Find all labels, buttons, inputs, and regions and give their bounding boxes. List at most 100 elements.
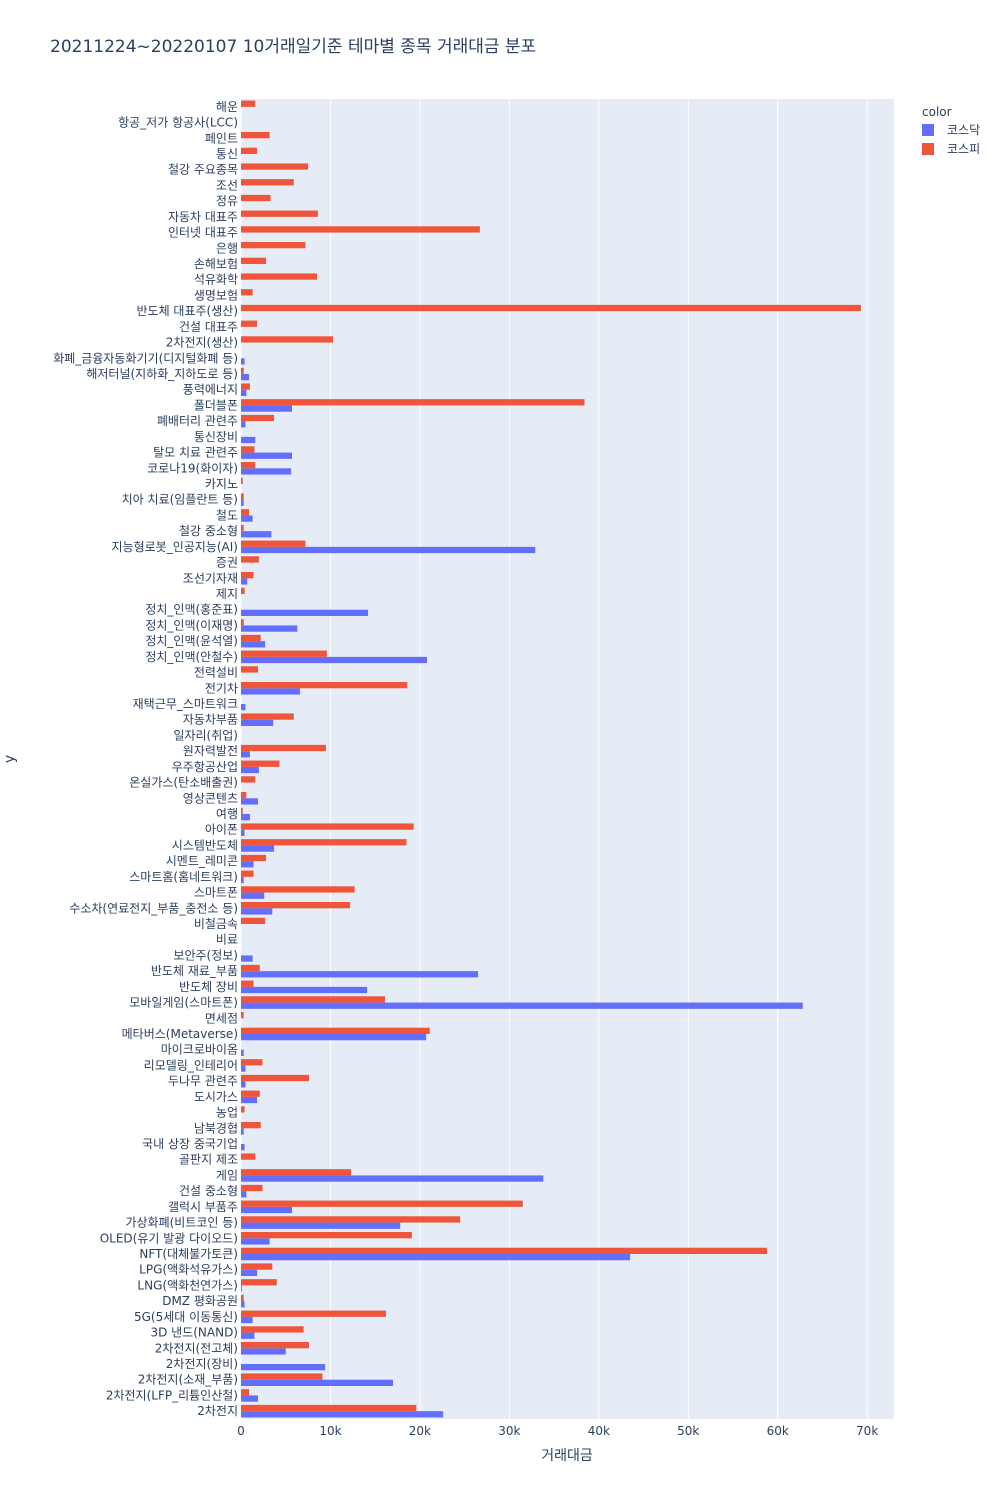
bar-kosdaq: [241, 1411, 444, 1418]
bar-kospi: [241, 1279, 277, 1286]
y-tick-label: 온실가스(탄소배출권): [129, 776, 238, 790]
y-tick-label: 정유: [216, 194, 238, 208]
bar-kosdaq: [241, 955, 253, 962]
y-tick-label: 반도체 재료_부품: [151, 964, 238, 978]
bar-group: [241, 100, 861, 1418]
bar-kospi: [241, 1294, 244, 1302]
bar-kospi: [241, 619, 244, 626]
y-tick-label: OLED(유기 발광 다이오드): [100, 1231, 238, 1245]
y-tick-label: LPG(액화석유가스): [139, 1263, 238, 1277]
bar-kospi: [241, 917, 266, 924]
bar-kospi: [241, 744, 326, 752]
bar-kospi: [241, 839, 407, 846]
bar-kosdaq: [241, 358, 245, 365]
x-tick-label: 50k: [677, 1424, 699, 1438]
bar-kospi: [241, 194, 271, 202]
bar-kospi: [241, 1122, 261, 1129]
bar-kospi: [241, 524, 244, 532]
bar-kosdaq: [241, 609, 369, 616]
y-tick-label: 게임: [216, 1168, 238, 1182]
bar-kosdaq: [241, 1301, 245, 1308]
bar-kospi: [241, 1389, 250, 1396]
y-tick-label: DMZ 평화공원: [162, 1294, 238, 1308]
y-tick-label: 2차전지(LFP_리튬인산철): [106, 1388, 238, 1402]
bar-kospi: [241, 1012, 244, 1019]
bar-kospi: [241, 493, 244, 500]
bar-kospi: [241, 100, 256, 107]
legend-swatch: [922, 124, 934, 136]
x-tick-labels: 0 10k 20k 30k 40k 50k 60k 70k: [237, 1424, 878, 1438]
bar-kosdaq: [241, 814, 250, 821]
bar-kosdaq: [241, 1096, 258, 1104]
bar-kospi: [241, 713, 294, 720]
bar-kosdaq: [241, 1049, 244, 1056]
y-tick-label: 풍력에너지: [183, 383, 238, 397]
y-tick-label: 페인트: [205, 131, 238, 145]
y-tick-label: 해저터널(지하화_지하도로 등): [86, 367, 238, 381]
bar-kospi: [241, 289, 253, 296]
y-tick-label: 마이크로바이옴: [161, 1043, 238, 1057]
bar-kosdaq: [241, 656, 428, 664]
bar-kosdaq: [241, 1269, 258, 1276]
bar-kospi: [241, 1216, 461, 1223]
y-tick-label: 제지: [216, 587, 238, 601]
y-tick-label: 정치_인맥(안철수): [145, 650, 238, 664]
bar-kospi: [241, 304, 861, 312]
y-tick-label: 두나무 관련주: [168, 1074, 238, 1088]
y-tick-label: 국내 상장 중국기업: [142, 1137, 238, 1151]
bar-kosdaq: [241, 405, 292, 412]
bar-kosdaq: [241, 845, 275, 852]
bar-kospi: [241, 273, 318, 280]
y-tick-label: 비료: [216, 933, 238, 947]
bar-kospi: [241, 1090, 260, 1097]
bar-kosdaq: [241, 1002, 803, 1009]
bar-kosdaq: [241, 892, 265, 899]
y-tick-label: 농업: [216, 1106, 238, 1120]
bar-kospi: [241, 964, 260, 972]
y-tick-label: 지능형로봇_인공지능(AI): [112, 540, 238, 554]
y-tick-label: 모바일게임(스마트폰): [129, 996, 238, 1010]
bar-kosdaq: [241, 546, 536, 554]
y-tick-label: 수소차(연료전지_부품_충전소 등): [69, 901, 238, 915]
bar-kospi: [241, 1184, 263, 1192]
y-tick-label: 비철금속: [194, 917, 238, 931]
y-tick-label: 반도체 대표주(생산): [137, 304, 239, 318]
bar-kospi: [241, 572, 254, 579]
bar-kospi: [241, 540, 306, 547]
y-tick-label: 조선기자재: [183, 571, 238, 585]
legend-title: color: [922, 105, 952, 119]
y-tick-label: 원자력발전: [183, 744, 238, 758]
y-tick-label: 정치_인맥(이재명): [145, 618, 238, 632]
bar-kospi: [241, 682, 408, 689]
y-tick-label: 폴더블폰: [194, 398, 238, 412]
bar-kospi: [241, 226, 480, 233]
y-tick-label: 은행: [216, 240, 238, 255]
y-tick-label: 정치_인맥(홍준표): [145, 603, 238, 617]
bar-kospi: [241, 446, 255, 453]
bar-kosdaq: [241, 1395, 258, 1402]
y-tick-label: 아이폰: [205, 823, 238, 837]
x-tick-label: 0: [237, 1424, 245, 1438]
y-tick-label: 철도: [216, 508, 238, 522]
bar-kospi: [241, 1232, 412, 1239]
bar-kosdaq: [241, 452, 292, 459]
y-tick-label: 자동차 대표주: [168, 210, 238, 224]
bar-kosdaq: [241, 1191, 247, 1198]
bar-kosdaq: [241, 1065, 246, 1072]
legend-label: 코스닥: [947, 123, 980, 137]
bar-kospi: [241, 462, 256, 469]
y-tick-label: 갤럭시 부품주: [168, 1200, 238, 1214]
bar-kospi: [241, 163, 309, 170]
y-tick-label: 건설 중소형: [179, 1184, 238, 1198]
bar-kospi: [241, 367, 244, 374]
x-tick-label: 30k: [498, 1424, 520, 1438]
bar-kosdaq: [241, 578, 248, 585]
y-tick-label: 항공_저가 항공사(LCC): [118, 116, 238, 130]
y-tick-label: 도시가스: [194, 1090, 238, 1104]
bar-kosdaq: [241, 861, 254, 868]
y-tick-label: 화폐_금융자동화기기(디지털화폐 등): [53, 351, 238, 365]
bar-kospi: [241, 147, 258, 154]
y-tick-label: 건설 대표주: [179, 320, 238, 334]
y-tick-label: 2차전지(전고체): [155, 1341, 238, 1355]
bar-kospi: [241, 1027, 430, 1034]
